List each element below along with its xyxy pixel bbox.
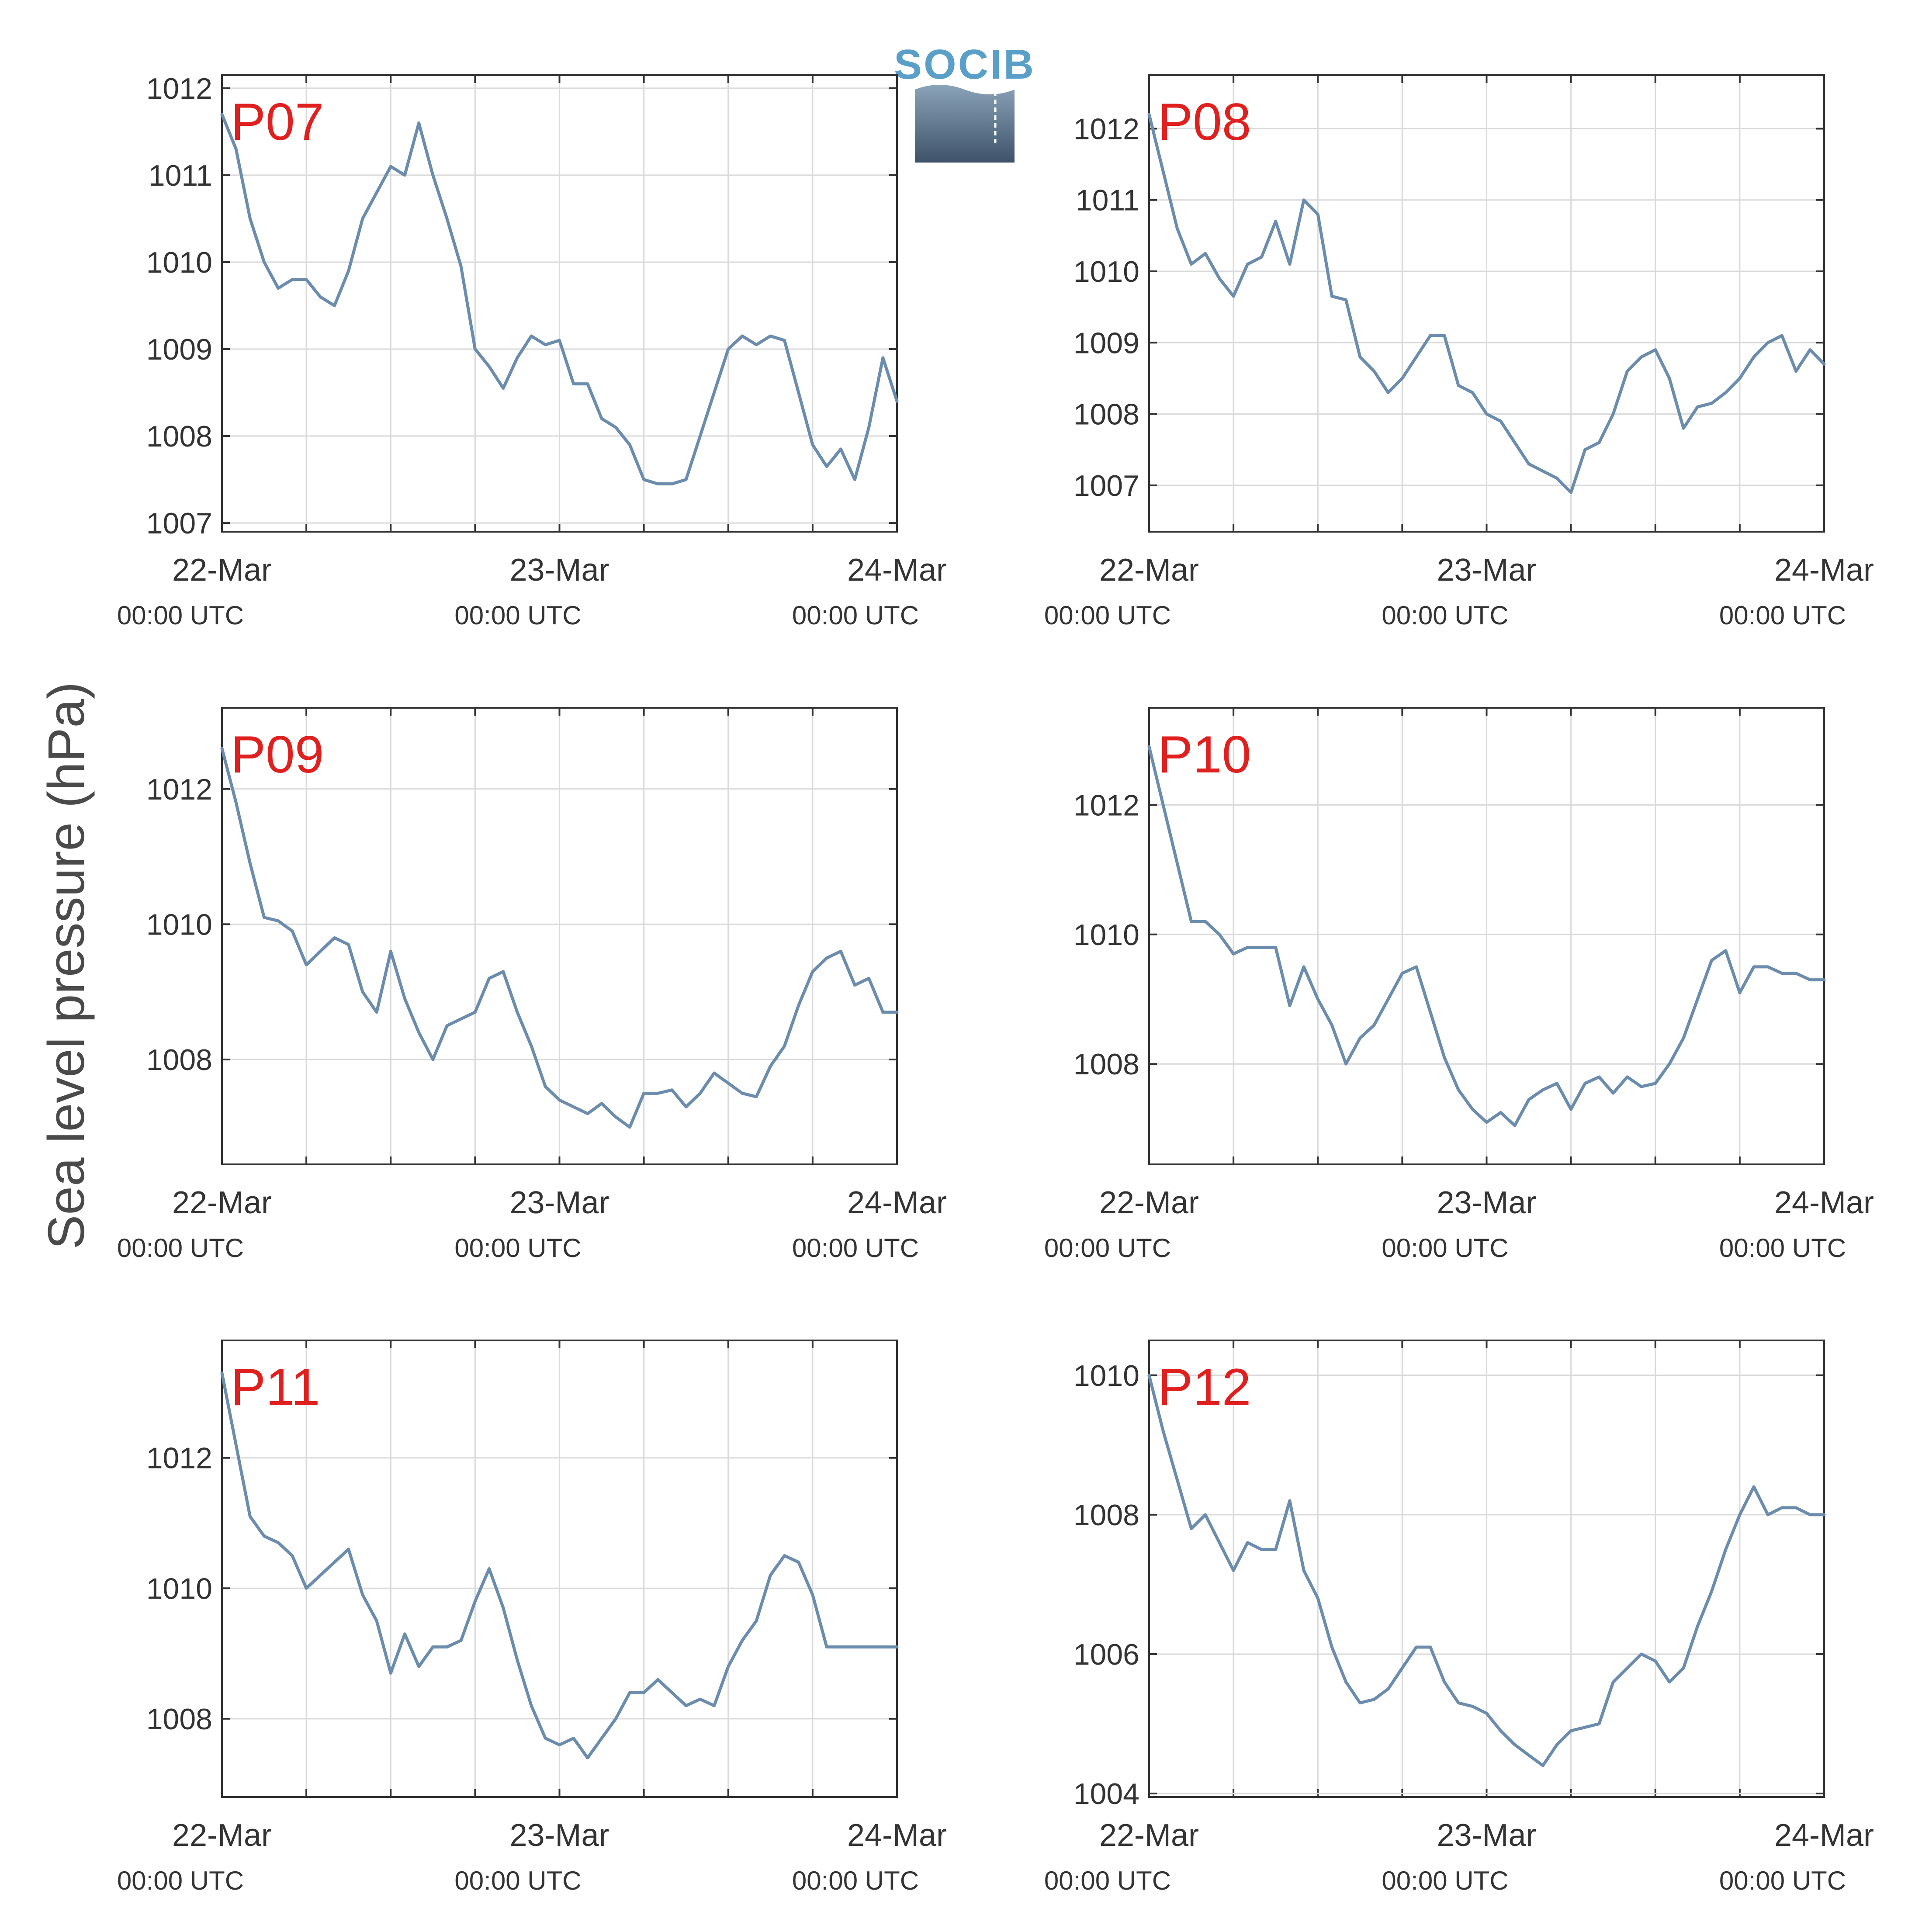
x-tick-label-time: 00:00 UTC [454,601,581,630]
plot-frame [1148,74,1825,533]
x-tick-label-time: 00:00 UTC [454,1233,581,1263]
y-axis-label: Sea level pressure (hPa) [38,682,95,1250]
x-tick-label-time: 00:00 UTC [1382,601,1508,630]
y-tick-label: 1010 [146,1572,212,1605]
x-tick-label-time: 00:00 UTC [1044,601,1171,630]
x-tick-label-date: 22-Mar [172,1818,272,1853]
y-tick-label: 1008 [146,1703,212,1736]
y-tick-label: 1007 [1074,469,1139,502]
x-tick-label-time: 00:00 UTC [117,601,244,630]
x-tick-label-date: 23-Mar [1437,553,1536,588]
plot-frame [221,707,898,1165]
x-tick-label-time: 00:00 UTC [1719,1866,1846,1895]
x-tick-label-date: 23-Mar [1437,1185,1536,1220]
x-tick-label-time: 00:00 UTC [792,1233,919,1263]
series-line [1147,745,1826,1127]
plot-frame [1148,707,1825,1165]
x-tick-label-date: 22-Mar [172,1185,272,1220]
y-tick-label: 1010 [1074,918,1139,952]
series-line [220,1371,899,1759]
plot-frame [1148,1340,1825,1798]
x-tick-label-time: 00:00 UTC [1719,601,1846,630]
y-tick-label: 1012 [1074,789,1139,822]
socib-logo: SOCIB [894,41,1035,163]
logo-wave-icon [915,85,1015,163]
y-tick-label: 1010 [1074,255,1139,288]
panel-title: P09 [231,725,324,784]
plot-frame [221,74,898,533]
x-tick-label-date: 23-Mar [509,553,609,588]
series-line [220,747,899,1129]
y-tick-label: 1008 [1074,398,1139,431]
x-tick-label-time: 00:00 UTC [1719,1233,1846,1263]
x-tick-label-time: 00:00 UTC [1044,1866,1171,1895]
x-tick-label-time: 00:00 UTC [117,1233,244,1263]
x-tick-label-time: 00:00 UTC [117,1866,244,1895]
y-tick-label: 1006 [1074,1638,1139,1671]
x-tick-label-date: 24-Mar [847,1185,947,1220]
x-tick-label-time: 00:00 UTC [454,1866,581,1895]
y-tick-label: 1012 [146,1442,212,1475]
x-tick-label-date: 22-Mar [1099,1818,1199,1853]
panel-p09: 1008 1010 1012 P09 22-Mar 00:00 UTC 23-Mar 00:0… [117,707,947,1263]
y-tick-label: 1009 [146,333,212,366]
y-tick-label: 1008 [1074,1499,1139,1532]
x-tick-label-date: 24-Mar [1774,553,1874,588]
y-tick-label: 1004 [1074,1777,1139,1811]
plot-frame [221,1340,898,1798]
series-line [220,113,899,485]
panel-p08: 1007 1008 1009 1010 1011 1012 P08 22-Mar 00:00 U… [1044,74,1874,630]
series-line [1147,1374,1826,1767]
series-line [1147,113,1826,494]
panel-title: P11 [231,1358,320,1416]
y-tick-label: 1012 [146,72,212,105]
y-tick-label: 1012 [1074,112,1139,145]
x-tick-label-date: 24-Mar [847,1818,947,1853]
x-tick-label-time: 00:00 UTC [1382,1233,1508,1263]
x-tick-label-date: 24-Mar [1774,1818,1874,1853]
x-tick-label-time: 00:00 UTC [792,1866,919,1895]
y-tick-label: 1010 [146,246,212,279]
x-tick-label-date: 23-Mar [509,1185,609,1220]
y-tick-label: 1011 [149,159,212,192]
x-tick-label-date: 24-Mar [1774,1185,1874,1220]
y-tick-label: 1010 [1074,1359,1139,1392]
y-tick-label: 1008 [1074,1048,1139,1081]
panel-p12: 1004 1006 1008 1010 P12 22-Mar 00:00 UTC 23-Mar… [1044,1340,1874,1895]
panel-p07: 1007 1008 1009 1010 1011 1012 P07 22-Mar 00:00 U… [117,72,947,630]
y-tick-label: 1007 [146,507,212,540]
x-tick-label-time: 00:00 UTC [792,601,919,630]
y-tick-label: 1008 [146,1043,212,1077]
x-tick-label-date: 24-Mar [847,553,947,588]
x-tick-label-date: 22-Mar [172,553,272,588]
x-tick-label-date: 23-Mar [509,1818,609,1853]
y-tick-label: 1010 [146,908,212,941]
panel-title: P10 [1158,725,1251,784]
x-tick-label-time: 00:00 UTC [1382,1866,1508,1895]
y-tick-label: 1011 [1076,184,1139,217]
panel-title: P12 [1158,1358,1251,1416]
panel-p11: 1008 1010 1012 P11 22-Mar 00:00 UTC 23-Mar 00:0… [117,1340,947,1895]
panel-title: P07 [231,93,324,151]
logo-text: SOCIB [894,41,1035,88]
x-tick-label-date: 23-Mar [1437,1818,1536,1853]
panel-title: P08 [1158,93,1251,151]
x-tick-label-date: 22-Mar [1099,553,1199,588]
x-tick-label-time: 00:00 UTC [1044,1233,1171,1263]
y-tick-label: 1009 [1074,326,1139,360]
y-tick-label: 1012 [146,773,212,806]
y-tick-label: 1008 [146,420,212,453]
x-tick-label-date: 22-Mar [1099,1185,1199,1220]
panel-p10: 1008 1010 1012 P10 22-Mar 00:00 UTC 23-Mar 00:0… [1044,707,1874,1263]
